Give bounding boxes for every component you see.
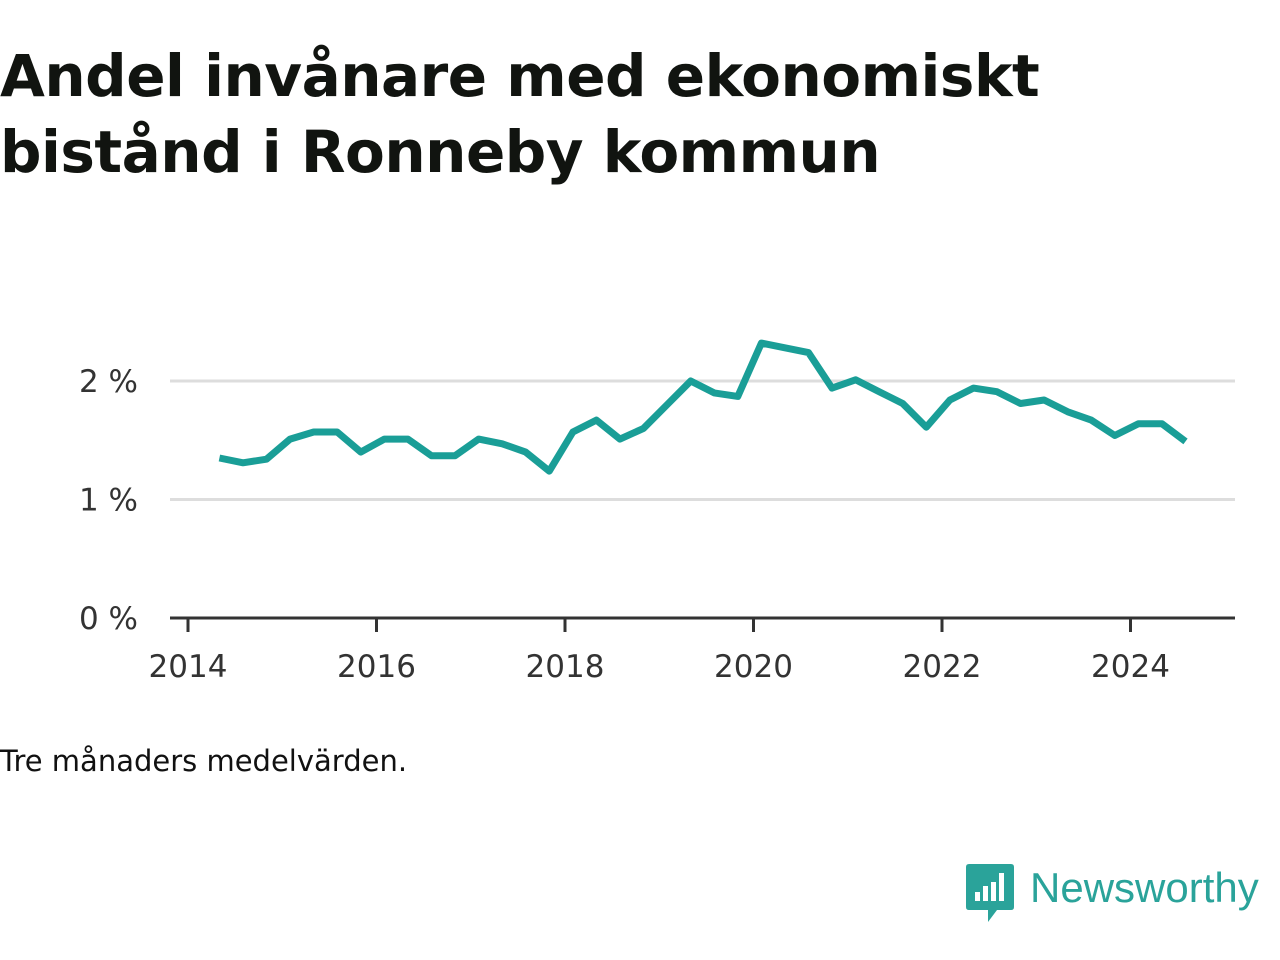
chart-note: Tre månaders medelvärden. — [0, 744, 408, 778]
line-chart: 0 % 1 % 2 % 2014 2016 2018 2020 2022 2024 — [79, 339, 1235, 685]
newsworthy-logo-icon — [966, 864, 1014, 922]
x-tick-label: 2020 — [714, 649, 793, 685]
x-axis-ticks: 2014 2016 2018 2020 2022 2024 — [149, 618, 1170, 685]
y-tick-label: 0 % — [79, 601, 138, 637]
brand-name: Newsworthy — [1030, 864, 1259, 911]
series-layer — [218, 339, 1188, 475]
y-axis-ticks: 0 % 1 % 2 % — [79, 364, 138, 637]
brand-logo-lockup: Newsworthy — [964, 862, 1259, 926]
x-tick-label: 2014 — [149, 649, 228, 685]
series-line — [218, 339, 1188, 475]
x-tick-label: 2018 — [526, 649, 605, 685]
x-tick-label: 2024 — [1091, 649, 1170, 685]
chart-title: Andel invånare med ekonomiskt bistånd i … — [0, 42, 1040, 186]
x-tick-label: 2016 — [337, 649, 416, 685]
y-tick-label: 2 % — [79, 364, 138, 400]
y-tick-label: 1 % — [79, 483, 138, 519]
x-tick-label: 2022 — [903, 649, 982, 685]
grid-lines — [170, 379, 1235, 501]
